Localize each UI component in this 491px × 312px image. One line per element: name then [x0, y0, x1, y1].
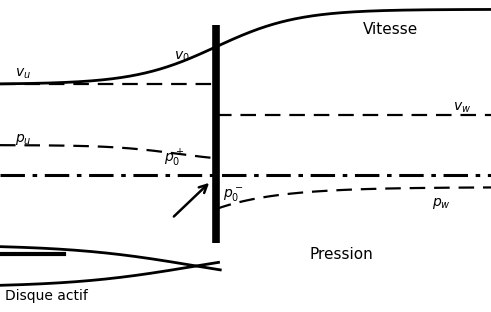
Text: $p_0^+$: $p_0^+$ — [164, 148, 185, 169]
Text: Disque actif: Disque actif — [5, 289, 88, 303]
Text: $v_u$: $v_u$ — [15, 66, 31, 81]
Text: $v_0$: $v_0$ — [174, 49, 190, 64]
Text: $p_u$: $p_u$ — [15, 132, 31, 147]
Text: $v_w$: $v_w$ — [453, 101, 471, 115]
Text: Vitesse: Vitesse — [363, 22, 419, 37]
Text: $p_0^-$: $p_0^-$ — [223, 187, 244, 204]
Text: $p_w$: $p_w$ — [432, 196, 451, 211]
Text: Pression: Pression — [309, 247, 373, 262]
